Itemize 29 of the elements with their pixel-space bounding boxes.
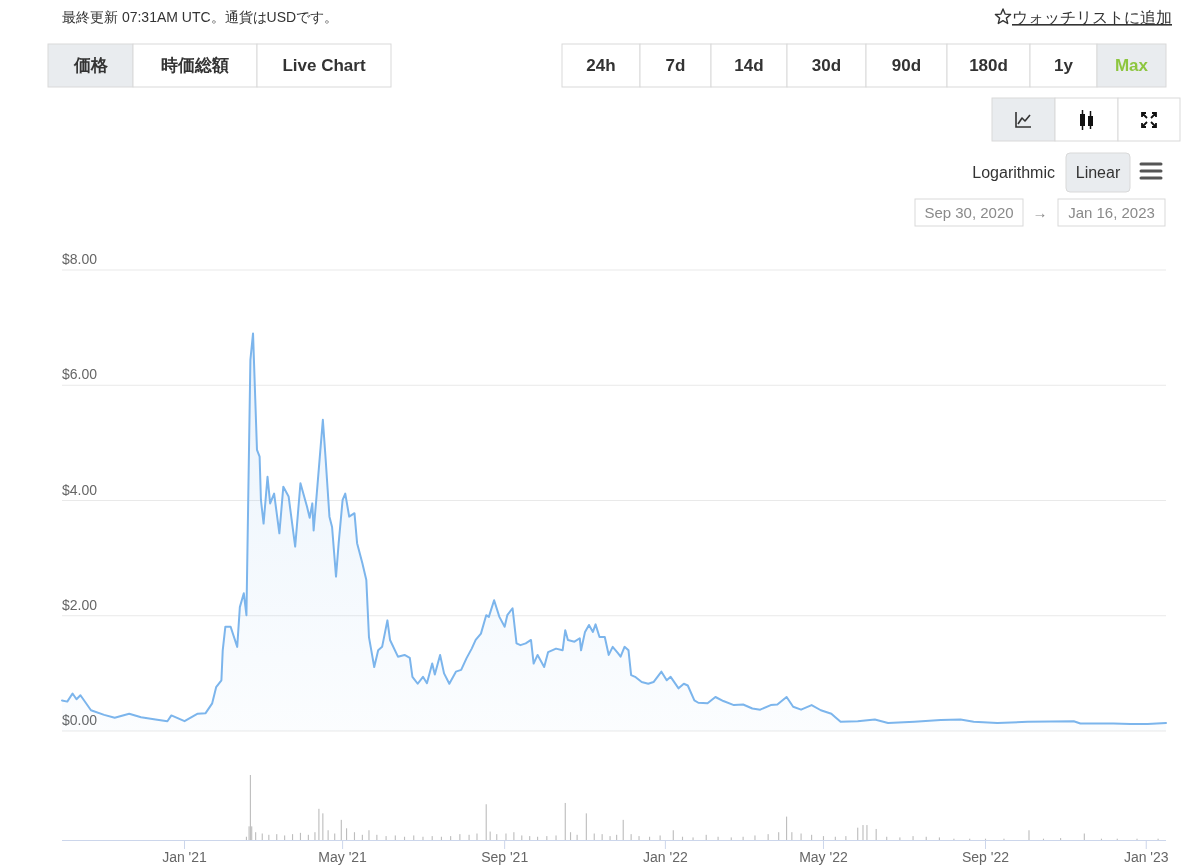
x-tick-label: Sep '22 xyxy=(961,849,1010,865)
text: → xyxy=(1032,204,1048,221)
x-tick-label: May '22 xyxy=(799,849,848,865)
text: Linear xyxy=(1075,164,1121,181)
y-tick-label: $4.00 xyxy=(62,481,98,498)
text: Sep 30, 2020 xyxy=(924,204,1014,221)
text: ウォッチリストに追加 xyxy=(1012,9,1172,26)
x-tick-label: Jan '22 xyxy=(643,849,688,865)
text: Live Chart xyxy=(282,56,366,75)
x-tick-label: Sep '21 xyxy=(481,849,529,865)
text: 180d xyxy=(969,56,1008,75)
y-tick-label: $8.00 xyxy=(62,251,98,267)
text: 1y xyxy=(1054,56,1074,75)
text: 時価総額 xyxy=(161,56,229,75)
text: Logarithmic xyxy=(972,164,1055,181)
text: Jan 16, 2023 xyxy=(1068,204,1155,221)
text: 14d xyxy=(734,56,764,75)
text: 90d xyxy=(891,56,922,75)
x-tick-label: Jan '21 xyxy=(162,849,208,865)
text: 最終更新 07:31AM UTC。通貨はUSDです。 xyxy=(62,9,339,25)
text: 30d xyxy=(811,56,842,75)
x-tick-label: May '21 xyxy=(318,849,368,865)
y-tick-label: $6.00 xyxy=(62,366,98,383)
x-tick-label: Jan '23 xyxy=(1123,849,1169,865)
y-tick-label: $2.00 xyxy=(62,596,98,613)
text: Max xyxy=(1114,56,1149,75)
text: 24h xyxy=(586,56,616,75)
y-tick-label: $0.00 xyxy=(62,712,98,728)
text: 7d xyxy=(665,56,686,75)
